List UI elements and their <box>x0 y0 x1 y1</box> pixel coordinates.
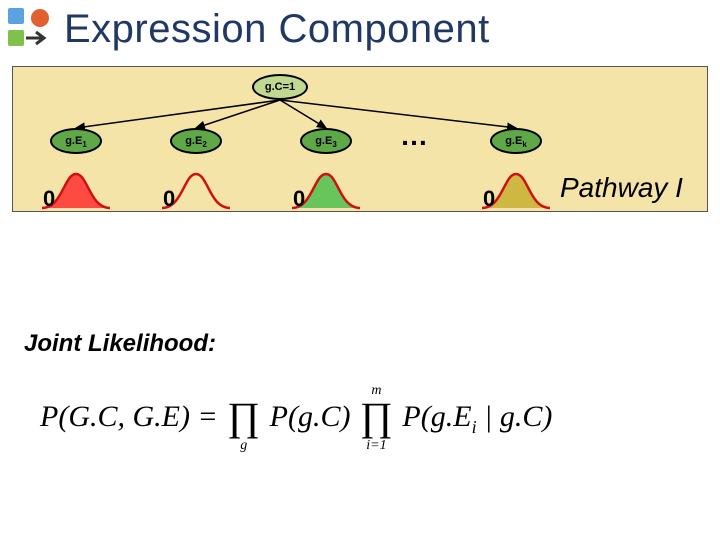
zero-label-3: 0 <box>293 186 305 212</box>
zero-label-2: 0 <box>163 186 175 212</box>
formula-lhs: P(G.C, G.E) = <box>40 400 225 433</box>
root-node: g.C=1 <box>252 74 308 100</box>
joint-likelihood-label: Joint Likelihood: <box>24 330 216 358</box>
logo-icon <box>6 6 52 52</box>
formula-term2a: P(g.E <box>402 400 471 433</box>
zero-label-1: 0 <box>43 186 55 212</box>
root-node-label: g.C=1 <box>265 81 295 93</box>
pathway-label: Pathway I <box>560 172 683 204</box>
child-node-1: g.E1 <box>50 128 102 154</box>
zero-label-k: 0 <box>483 186 495 212</box>
page-title: Expression Component <box>64 7 490 52</box>
ellipsis: … <box>400 120 430 152</box>
product-symbol-i: m ∏ i=1 <box>360 401 393 438</box>
joint-likelihood-formula: P(G.C, G.E) = ∏ g P(g.C) m ∏ i=1 P(g.Ei … <box>40 400 552 438</box>
child-node-k: g.Ek <box>490 128 542 154</box>
formula-term2b: | g.C) <box>477 400 553 433</box>
child-node-3: g.E3 <box>300 128 352 154</box>
product-symbol-g: ∏ g <box>227 401 260 438</box>
formula-term1: P(g.C) <box>270 400 351 433</box>
child-node-2: g.E2 <box>170 128 222 154</box>
